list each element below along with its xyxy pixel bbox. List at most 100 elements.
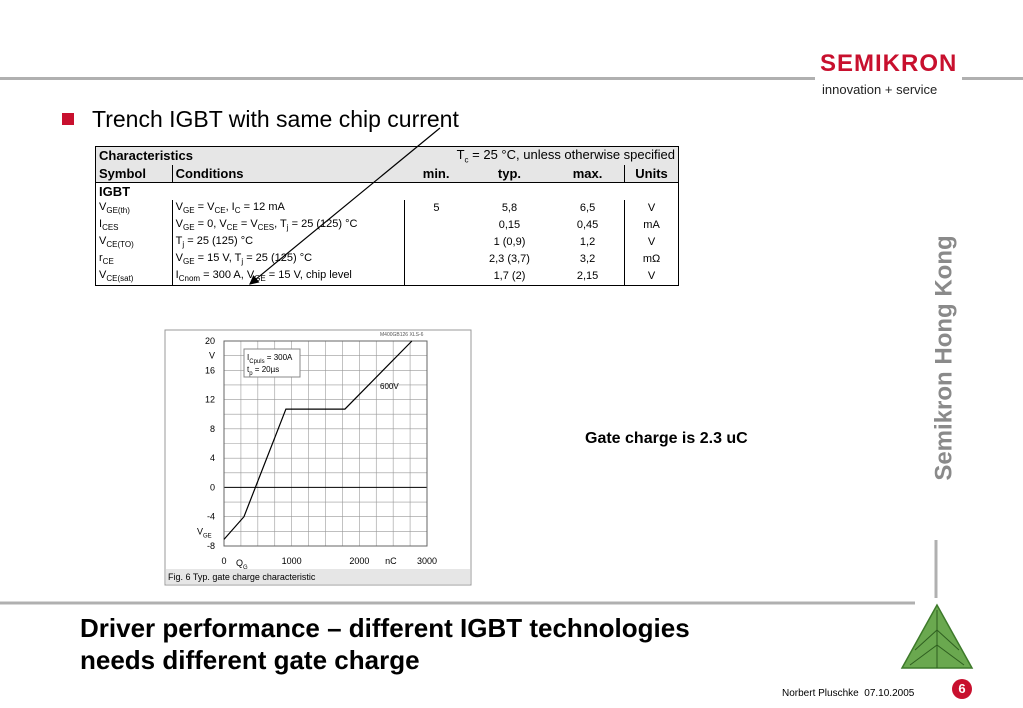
text: = 20µs — [253, 365, 280, 374]
cell: 1 (0,9) — [468, 234, 551, 251]
text: , T — [274, 218, 287, 230]
text: V — [647, 270, 656, 283]
page-number: 6 — [952, 679, 972, 699]
text: V — [99, 235, 107, 247]
text: , I — [225, 201, 235, 213]
y-tick-label: 20 — [205, 336, 215, 346]
title-line: needs different gate charge — [80, 645, 420, 675]
table-row: VCE(sat) ICnom = 300 A, VGE = 15 V, chip … — [96, 267, 678, 285]
text: 2,15 — [576, 270, 599, 283]
x-tick-label: 3000 — [417, 556, 437, 566]
subscript: GE(th) — [106, 206, 130, 216]
x-tick-label: 0 — [221, 556, 226, 566]
cell: V — [624, 267, 678, 285]
cell: 1,7 (2) — [468, 268, 551, 285]
chart: 0 1000 2000 3000-8-4048121620VVGEQGnCM400GB… — [168, 332, 437, 582]
column-header: Units — [624, 164, 678, 183]
text: = 300 A, V — [200, 269, 255, 281]
y-tick-label: 8 — [210, 424, 215, 434]
text: Characteristics — [99, 148, 193, 164]
cell: 0,15 — [468, 217, 551, 234]
text: V — [197, 526, 203, 536]
text: = 12 mA — [240, 201, 285, 213]
x-label: QG — [236, 558, 248, 571]
text: I — [247, 353, 249, 362]
cell: 1,2 — [551, 234, 625, 251]
subscript: GE — [183, 257, 195, 267]
text: min. — [422, 165, 450, 181]
plot-frame — [223, 340, 428, 547]
text: V — [99, 269, 107, 281]
text: 1,2 — [579, 236, 596, 249]
text: V — [647, 202, 656, 215]
subscript: c — [464, 155, 469, 165]
subscript: CES — [102, 223, 119, 233]
subscript: Cnom — [178, 274, 201, 284]
text: 0,15 — [498, 219, 521, 232]
section-row: IGBT — [96, 182, 678, 200]
footer: Norbert Pluschke 07.10.2005 — [782, 688, 914, 699]
column-header: Symbol — [96, 165, 172, 183]
note: Gate charge is 2.3 uC — [585, 430, 748, 447]
cell — [403, 250, 468, 268]
subscript: j — [241, 257, 244, 267]
cell: V — [624, 199, 678, 217]
text: 1 (0,9) — [493, 236, 526, 249]
annotation: tp = 20µs — [247, 365, 279, 377]
date: 07.10.2005 — [864, 688, 915, 699]
text: Conditions — [175, 165, 244, 181]
subscript: CE(TO) — [106, 240, 134, 250]
subscript: CE — [226, 223, 238, 233]
cell: mΩ — [624, 250, 678, 268]
chart-caption: Fig. 6 Typ. gate charge characteristic — [168, 572, 316, 582]
logo-tagline: innovation + service — [822, 82, 938, 97]
cell: 6,5 — [551, 200, 625, 217]
text: IGBT — [99, 183, 131, 199]
bullet-mark — [62, 113, 74, 125]
text: = 0, V — [194, 218, 227, 230]
table-row: VGE(th) VGE = VCE, IC = 12 mA 5 5,8 6,5 V — [96, 199, 678, 217]
spec-table: Characteristics Tc = 25 °C, unless otherw… — [95, 146, 679, 286]
series-line — [223, 340, 413, 540]
subscript: GE — [183, 206, 195, 216]
y-tick-label: 0 — [210, 482, 215, 492]
title-row: Characteristics Tc = 25 °C, unless otherw… — [96, 147, 678, 165]
text: max. — [572, 165, 603, 181]
subscript: GE — [254, 274, 266, 284]
cell: Tj = 25 (125) °C — [171, 233, 405, 251]
text: = 25 (125) °C — [243, 252, 313, 264]
table-row: VCE(TO) Tj = 25 (125) °C 1 (0,9) 1,2 V — [96, 233, 678, 251]
cell — [403, 267, 468, 285]
cell: 5,8 — [468, 200, 551, 217]
cell: 5 — [403, 199, 468, 217]
text: I — [99, 218, 103, 230]
cell: VGE = 0, VCE = VCES, Tj = 25 (125) °C — [171, 216, 405, 234]
subscript: CE — [214, 206, 226, 216]
text: I — [175, 269, 179, 281]
subscript: CES — [257, 223, 275, 233]
text: = 15 V, T — [194, 252, 242, 264]
text: Symbol — [99, 165, 146, 181]
subscript: C — [234, 206, 241, 216]
table-condition: Tc = 25 °C, unless otherwise specified — [404, 147, 678, 165]
cell: V — [624, 233, 678, 251]
y-tick-label: 4 — [210, 453, 215, 463]
text: 1,7 (2) — [493, 270, 526, 283]
cell: VCE(TO) — [96, 234, 172, 251]
column-header: min. — [404, 165, 468, 183]
subscript: p — [249, 371, 253, 377]
subscript: GE — [183, 223, 195, 233]
text: typ. — [497, 165, 522, 181]
text: 6,5 — [579, 202, 596, 215]
subscript: Cpuls — [249, 359, 264, 365]
y-tick-label: -4 — [207, 512, 215, 522]
text: = V — [237, 218, 258, 230]
text: V — [175, 201, 183, 213]
cell — [403, 216, 468, 234]
table: Characteristics Tc = 25 °C, unless otherw… — [96, 147, 678, 285]
text: = V — [194, 201, 215, 213]
header-row: Symbol Conditions min. typ. max. Units — [96, 164, 678, 183]
annotation-box — [243, 348, 301, 378]
x-unit: nC — [385, 556, 397, 566]
column-header: max. — [551, 165, 625, 183]
